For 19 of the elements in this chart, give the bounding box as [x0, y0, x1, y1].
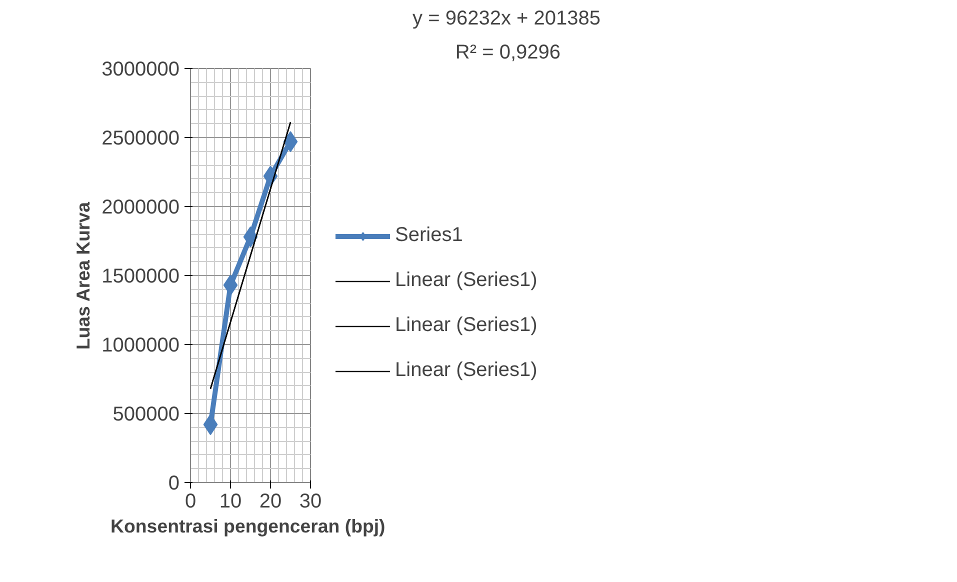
x-tick-label: 20: [259, 490, 282, 512]
x-tick-label: 10: [219, 490, 242, 512]
text: y = 96232x + 201385: [412, 8, 601, 30]
x-axis-title: Konsentrasi pengenceran (bpj): [110, 516, 386, 536]
legend-label: Linear (Series1): [395, 314, 538, 337]
x-tick-label: 0: [184, 490, 196, 512]
y-tick-label: 1000000: [102, 334, 180, 356]
legend-label: Linear (Series1): [395, 359, 538, 382]
y-tick-label: 1500000: [102, 266, 180, 288]
y-tick-label: 500000: [112, 404, 180, 426]
y-tick-label: 2000000: [102, 196, 180, 218]
y-axis-title: Luas Area Kurva: [72, 201, 94, 350]
legend-label: Linear (Series1): [395, 269, 538, 292]
x-tick-label: 30: [299, 490, 322, 512]
y-tick-label: 2500000: [102, 128, 180, 150]
y-tick-label: 0: [168, 472, 180, 494]
legend-label: Series1: [395, 224, 463, 247]
text: R² = 0,9296: [455, 42, 561, 64]
y-tick-label: 3000000: [102, 58, 180, 80]
